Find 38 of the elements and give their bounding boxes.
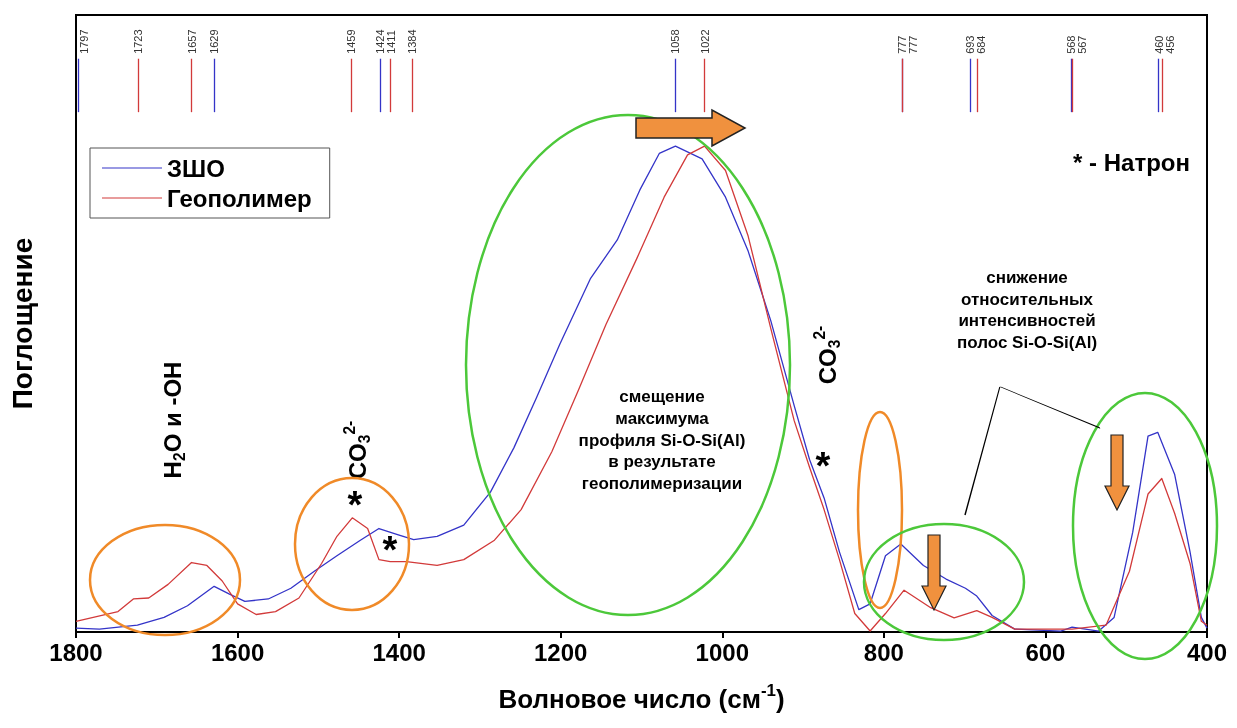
x-tick-label: 1000 [695, 638, 749, 666]
x-tick-label: 400 [1186, 638, 1228, 666]
annotation: * - Натрон [1073, 148, 1190, 176]
ref-line-label: 1459 [345, 29, 358, 54]
ref-line-label: 1424 [373, 29, 386, 54]
annotation: * [815, 445, 831, 487]
legend-label: ЗШО [167, 154, 225, 182]
y-axis-title: Поглощение [6, 237, 38, 410]
annotation: H2O и -OH [158, 361, 188, 479]
annotation: CO32- [341, 420, 373, 480]
x-tick-label: 1200 [534, 638, 588, 666]
annotation: CO32- [811, 325, 843, 385]
annotation: снижение относительных интенсивностей полос Si-O-Si(Al) [956, 267, 1098, 353]
annotation: * [347, 484, 363, 526]
ref-line-label: 1797 [78, 29, 90, 54]
x-tick-label: 800 [863, 638, 904, 666]
ref-line-label: 1022 [698, 29, 711, 54]
ref-line-label: 684 [975, 35, 988, 54]
ref-line-label: 1384 [406, 29, 419, 54]
ref-line-label: 568 [1065, 35, 1078, 54]
ref-line-label: 460 [1152, 35, 1165, 54]
ref-line-label: 777 [907, 35, 920, 54]
ref-line-label: 693 [964, 35, 977, 54]
x-tick-label: 600 [1025, 638, 1066, 666]
ref-line-label: 1723 [132, 29, 145, 54]
legend-label: Геополимер [167, 184, 312, 212]
ref-line-label: 1058 [669, 29, 682, 54]
ref-line-label: 1657 [185, 29, 198, 54]
x-tick-label: 1800 [49, 638, 103, 666]
x-tick-label: 1600 [210, 638, 265, 666]
ref-line-label: 567 [1076, 35, 1089, 54]
annotation: * [382, 529, 398, 571]
ref-line-label: 1411 [384, 30, 397, 54]
annotation: смещение максимума профиля Si-O-Si(Al) в результате геополимеризации [578, 386, 746, 494]
ref-line-label: 456 [1163, 35, 1176, 54]
x-tick-label: 1400 [372, 638, 426, 666]
ref-line-label: 777 [896, 35, 909, 54]
ref-line-label: 1629 [208, 29, 221, 54]
